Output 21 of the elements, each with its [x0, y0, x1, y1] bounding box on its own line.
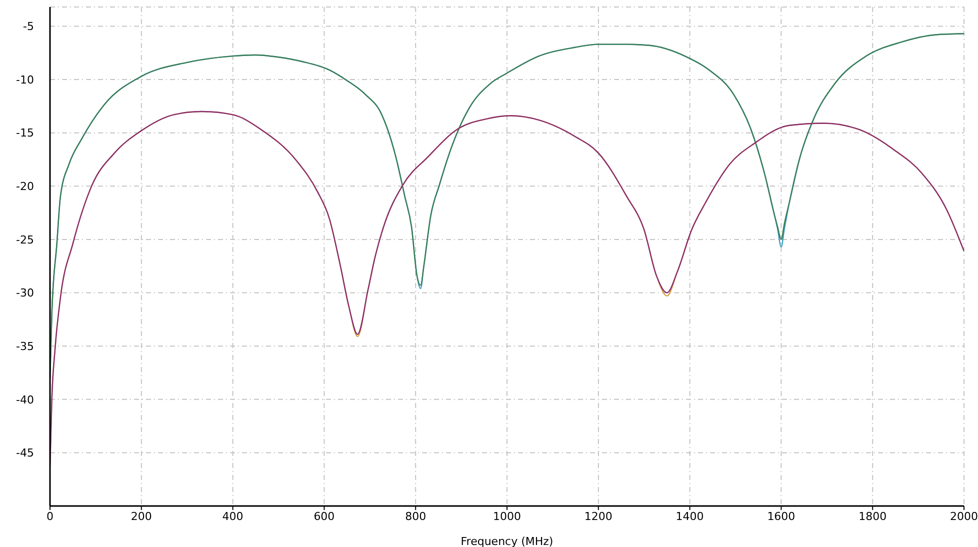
x-tick-label: 2000: [950, 510, 978, 523]
y-tick-label: -10: [16, 73, 34, 86]
y-tick-label: -5: [23, 20, 34, 34]
x-tick-label: 1400: [676, 510, 704, 523]
y-tick-label: -15: [16, 126, 34, 140]
x-tick-label: 400: [222, 510, 244, 523]
x-tick-label: 800: [405, 510, 426, 523]
y-tick-label: -40: [16, 393, 34, 406]
x-tick-label: 200: [130, 510, 152, 523]
y-tick-label: -35: [16, 340, 34, 353]
y-tick-label: -30: [16, 286, 34, 300]
x-tick-label: 1800: [858, 510, 887, 523]
x-tick-label: 1200: [584, 510, 612, 523]
x-tick-label: 600: [314, 510, 335, 523]
x-axis-title: Frequency (MHz): [460, 535, 554, 547]
x-tick-label: 0: [46, 510, 54, 523]
x-tick-label: 1000: [493, 510, 521, 523]
x-tick-label: 1600: [767, 510, 796, 523]
y-tick-label: -25: [16, 233, 34, 246]
y-tick-label: -20: [16, 180, 34, 194]
y-tick-label: -45: [16, 446, 34, 460]
